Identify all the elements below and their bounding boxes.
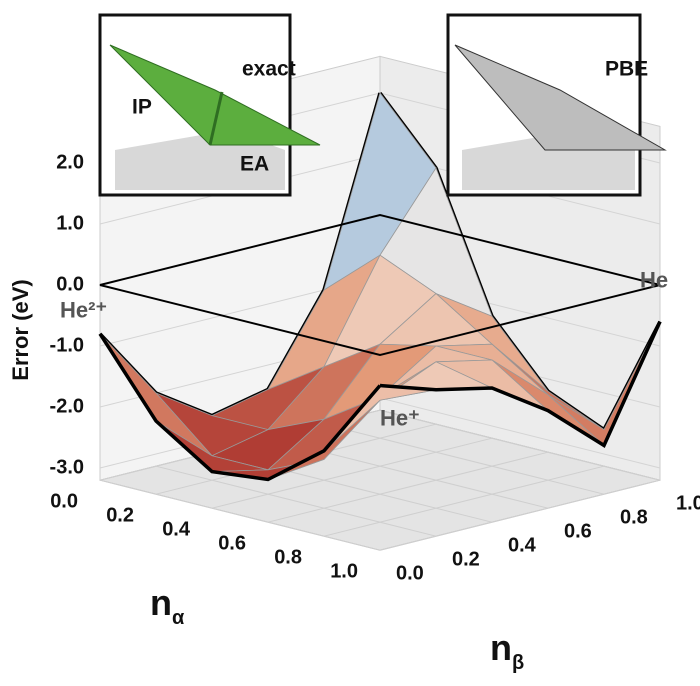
y-axis-label-sub: β (512, 652, 524, 674)
annotation: He (640, 267, 668, 292)
inset-label: PBE (605, 58, 648, 81)
y-tick-label: 1.0 (676, 492, 700, 514)
z-tick-label: 2.0 (56, 151, 84, 173)
y-tick-label: 0.6 (564, 520, 592, 542)
zero-plane (99, 213, 661, 357)
z-tick-label: -1.0 (50, 334, 84, 356)
inset-exact: IP exact EA (98, 13, 321, 197)
x-tick-label: 0.4 (162, 518, 191, 540)
surface-edge (379, 320, 662, 448)
z-tick-label: 1.0 (56, 212, 84, 234)
x-axis-label-main: n (150, 582, 172, 623)
annotation: He²⁺ (60, 298, 107, 323)
inset-pbe: PBE (446, 13, 667, 197)
grid-line (267, 451, 549, 523)
inset-surface (454, 44, 667, 151)
y-axis-label: nβ (490, 627, 524, 675)
z-tick-label: -3.0 (50, 456, 84, 478)
z-tick-label: 0.0 (56, 273, 84, 295)
x-axis-label: nα (150, 582, 185, 630)
z-axis-label: Error (eV) (8, 279, 33, 380)
grid-line (379, 479, 661, 551)
x-tick-label: 0.6 (218, 532, 246, 554)
grid-line (155, 465, 437, 537)
annotation: He⁺ (380, 405, 420, 430)
grid-line (99, 479, 381, 551)
x-tick-label: 1.0 (330, 560, 358, 582)
y-tick-label: 0.0 (396, 562, 424, 584)
inset-surface (109, 44, 321, 146)
x-axis-label-sub: α (172, 607, 185, 629)
x-tick-label: 0.0 (50, 490, 78, 512)
inset-kink (208, 91, 224, 146)
grid-line (379, 409, 661, 481)
x-tick-label: 0.8 (274, 546, 302, 568)
inset-label: IP (132, 96, 152, 119)
grid-line (211, 437, 493, 509)
y-tick-label: 0.2 (452, 548, 480, 570)
y-axis-label-main: n (490, 627, 512, 668)
grid-line (323, 423, 605, 495)
surface-edge (98, 332, 382, 482)
y-tick-label: 0.4 (508, 534, 537, 556)
y-tick-label: 0.8 (620, 506, 648, 528)
z-tick-label: -2.0 (50, 395, 84, 417)
x-tick-label: 0.2 (106, 504, 134, 526)
inset-label: EA (240, 153, 269, 176)
grid-line (323, 465, 605, 537)
inset-label: exact (242, 58, 296, 81)
